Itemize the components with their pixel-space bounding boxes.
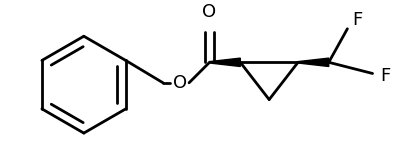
Polygon shape	[298, 58, 329, 67]
Text: F: F	[352, 11, 362, 29]
Text: F: F	[380, 67, 390, 85]
Text: O: O	[203, 3, 217, 21]
Text: O: O	[173, 74, 187, 92]
Polygon shape	[210, 58, 240, 67]
